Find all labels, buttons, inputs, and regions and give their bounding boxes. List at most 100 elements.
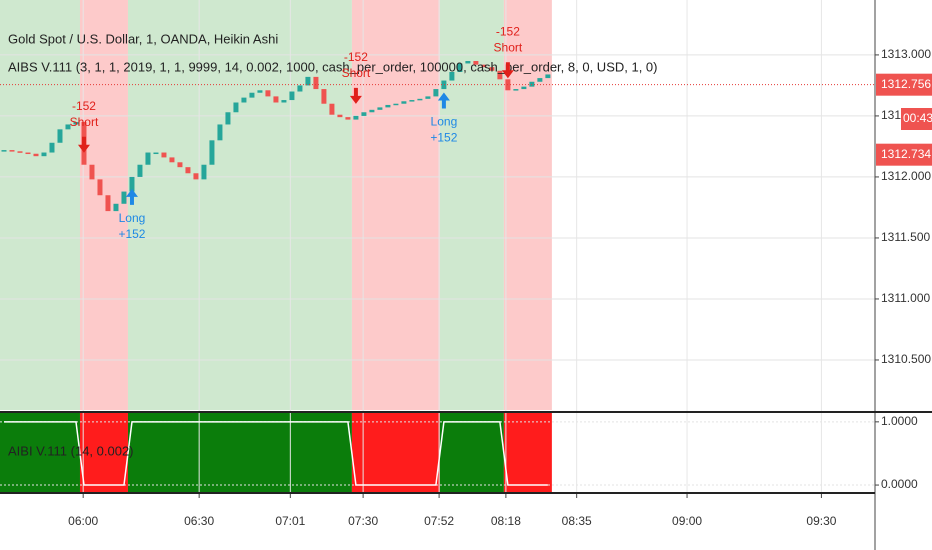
- short-arrow: [77, 136, 90, 153]
- last-price-badge: 1312.756: [881, 77, 931, 91]
- candle: [457, 63, 463, 72]
- candle: [113, 203, 119, 212]
- candle: [369, 109, 375, 113]
- candle: [33, 153, 39, 157]
- y2-tick-label: 1.0000: [881, 414, 918, 428]
- bid-badge-bg: [876, 143, 932, 166]
- candle: [145, 152, 151, 165]
- candle: [473, 61, 479, 65]
- candle: [185, 167, 191, 174]
- candle: [497, 70, 503, 80]
- indicator-region: [79, 413, 128, 492]
- candle: [337, 114, 343, 118]
- long-arrow: [437, 92, 450, 109]
- candle: [105, 195, 111, 212]
- backgrounds: [0, 0, 552, 492]
- trade-label: -152: [496, 24, 520, 38]
- trade-label: Long: [119, 211, 146, 225]
- long-arrow: [125, 188, 138, 205]
- x-tick-label: 09:30: [806, 514, 836, 528]
- x-tick-label: 06:00: [68, 514, 98, 528]
- chart-title: Gold Spot / U.S. Dollar, 1, OANDA, Heiki…: [8, 31, 278, 46]
- candle: [401, 101, 407, 104]
- indicator-region: [439, 413, 504, 492]
- candle: [513, 89, 519, 91]
- candle: [233, 102, 239, 113]
- short-arrow: [501, 62, 514, 79]
- candle: [489, 67, 495, 71]
- trade-label: -152: [344, 50, 368, 64]
- candle: [153, 152, 159, 155]
- candle: [273, 96, 279, 103]
- x-tick-label: 07:52: [424, 514, 454, 528]
- candle: [137, 164, 143, 177]
- candle: [305, 76, 311, 86]
- candle: [265, 90, 271, 97]
- candle: [9, 150, 15, 152]
- marks: [1, 61, 551, 486]
- candle: [537, 78, 543, 82]
- candle: [377, 107, 383, 110]
- candle: [297, 85, 303, 92]
- bid-badge: 1312.734: [881, 147, 931, 161]
- x-tick-label: 08:35: [562, 514, 592, 528]
- candle: [177, 162, 183, 168]
- candle: [97, 179, 103, 196]
- candle: [25, 152, 31, 155]
- candle: [353, 115, 359, 120]
- candle: [17, 151, 23, 153]
- candle: [225, 112, 231, 125]
- overlays: 1313.0001312.5001312.0001311.5001311.000…: [0, 24, 932, 528]
- candle: [49, 142, 55, 153]
- grid: [0, 0, 879, 498]
- y-tick-label: 1312.000: [881, 169, 931, 183]
- signal-region: [503, 0, 552, 410]
- indicator-region: [0, 413, 80, 492]
- countdown-bg: [901, 108, 932, 130]
- last-price-badge-bg: [876, 73, 932, 96]
- candle: [169, 157, 175, 163]
- signal-region: [127, 0, 352, 410]
- candle: [209, 140, 215, 165]
- trade-label: Short: [494, 40, 523, 54]
- candle: [241, 97, 247, 103]
- short-arrow: [349, 87, 362, 104]
- candle: [257, 90, 263, 93]
- x-tick-label: 07:30: [348, 514, 378, 528]
- indicator-region: [127, 413, 352, 492]
- candle: [121, 191, 127, 204]
- indicator-line: [3, 421, 548, 486]
- candle: [313, 76, 319, 90]
- candle: [129, 176, 135, 192]
- candle: [481, 64, 487, 68]
- candle: [89, 164, 95, 180]
- candle: [465, 61, 471, 64]
- candle: [73, 122, 79, 125]
- trade-label: +152: [118, 227, 145, 241]
- candle: [545, 74, 551, 79]
- x-tick-label: 09:00: [672, 514, 702, 528]
- indicator-region: [351, 413, 440, 492]
- candle: [65, 124, 71, 130]
- indicator-label: AIBI V.111 (14, 0.002): [8, 443, 134, 458]
- candle: [1, 150, 7, 152]
- trade-label: Long: [431, 115, 458, 129]
- candle: [449, 71, 455, 81]
- y-tick-label: 1310.500: [881, 352, 931, 366]
- candle: [161, 152, 167, 158]
- candle: [361, 112, 367, 116]
- y2-tick-label: 0.0000: [881, 477, 918, 491]
- candle: [385, 104, 391, 108]
- candle: [345, 117, 351, 120]
- signal-region: [0, 0, 80, 410]
- candle: [321, 89, 327, 104]
- signal-region: [79, 0, 128, 410]
- candle: [41, 152, 47, 157]
- trade-label: +152: [430, 131, 457, 145]
- candle: [417, 98, 423, 101]
- candle: [441, 80, 447, 90]
- candle: [249, 92, 255, 98]
- y-tick-label: 1313.000: [881, 47, 931, 61]
- candle: [433, 89, 439, 97]
